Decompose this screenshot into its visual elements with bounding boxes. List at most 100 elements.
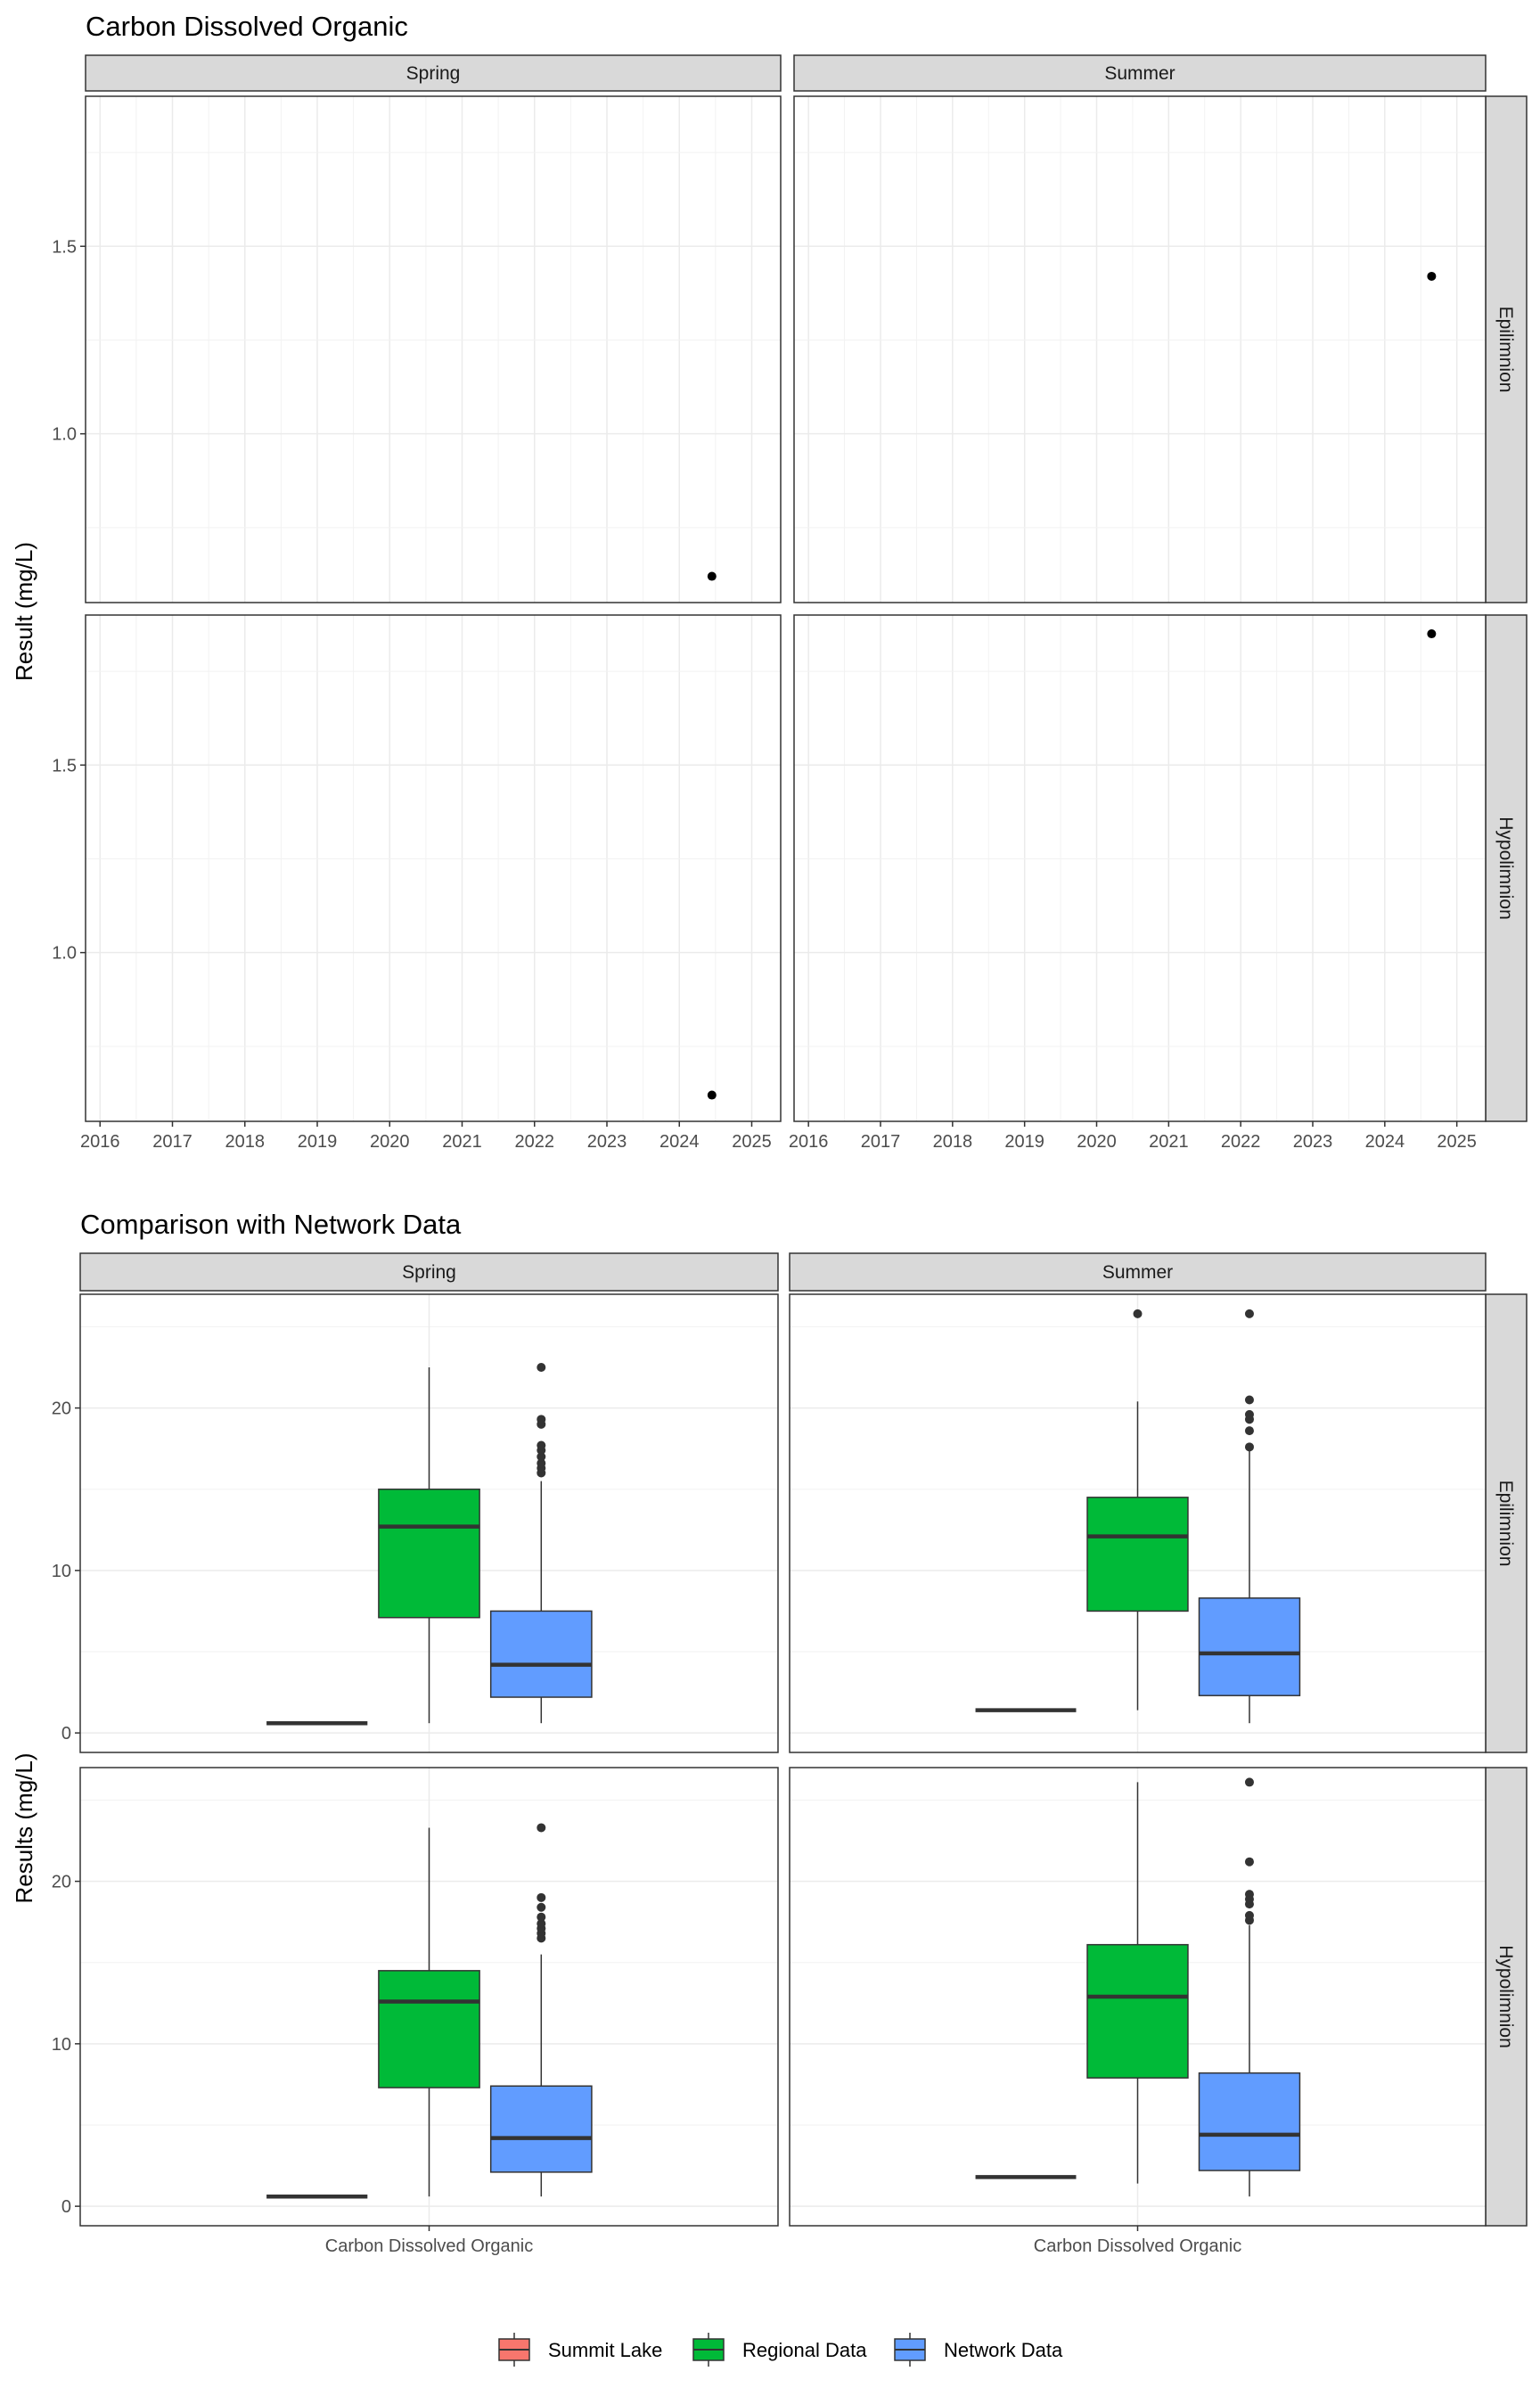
legend-label: Summit Lake bbox=[548, 2339, 662, 2361]
chart2-strip-spring bbox=[79, 1252, 779, 1292]
chart2-panel-spring-hypolimnion bbox=[79, 1767, 779, 2227]
panel-border bbox=[79, 1293, 779, 1753]
x-tick-label: 2016 bbox=[789, 1132, 829, 1152]
time-series-chart: Carbon Dissolved Organic Result (mg/L) S… bbox=[11, 11, 1528, 1152]
chart1-row-strip-label: Epilimnion bbox=[1495, 307, 1516, 393]
y-tick-label: 1.5 bbox=[52, 756, 77, 775]
y-tick-label: 0 bbox=[61, 1724, 71, 1744]
x-tick-label: 2025 bbox=[1437, 1132, 1477, 1152]
legend-label: Network Data bbox=[944, 2339, 1063, 2361]
outlier-point bbox=[537, 1458, 546, 1468]
legend-item-network-data: Network Data bbox=[894, 2333, 1063, 2367]
chart2-panel-summer-epilimnion bbox=[789, 1293, 1487, 1753]
panel-background bbox=[794, 615, 1486, 1121]
chart1-strip-label: Summer bbox=[1104, 63, 1175, 84]
panel-border bbox=[793, 95, 1487, 603]
outlier-point bbox=[1244, 1426, 1254, 1436]
data-point bbox=[707, 571, 717, 581]
data-point bbox=[707, 1090, 717, 1100]
y-tick-label: 10 bbox=[52, 2035, 71, 2055]
outlier-point bbox=[1244, 1409, 1254, 1419]
chart1-panel-spring-epilimnion bbox=[85, 95, 782, 603]
panel-border bbox=[793, 614, 1487, 1122]
boxplot-chart: Comparison with Network Data Results (mg… bbox=[11, 1209, 1528, 2367]
box-regional-data bbox=[1086, 1309, 1189, 1711]
box-network-data bbox=[489, 1363, 593, 1724]
outlier-point bbox=[1244, 1910, 1254, 1920]
x-tick-label: 2017 bbox=[861, 1132, 901, 1152]
chart1-title: Carbon Dissolved Organic bbox=[86, 11, 408, 42]
chart2-row-strip-label: Epilimnion bbox=[1495, 1481, 1516, 1567]
panel-background bbox=[86, 96, 781, 603]
x-tick-label: 2021 bbox=[1149, 1132, 1189, 1152]
outlier-point bbox=[1244, 1309, 1254, 1318]
x-tick-label: 2016 bbox=[80, 1132, 120, 1152]
chart2-row-strip-label: Hypolimnion bbox=[1495, 1945, 1516, 2048]
panel-border bbox=[85, 95, 782, 603]
panel-border bbox=[789, 1293, 1487, 1753]
box-network-data bbox=[489, 1823, 593, 2197]
chart2-strip-label: Spring bbox=[402, 1262, 456, 1283]
x-tick-label: 2025 bbox=[732, 1132, 772, 1152]
box-body bbox=[378, 1488, 480, 1619]
legend: Summit Lake Regional Data Network Data bbox=[498, 2333, 1063, 2367]
legend-label: Regional Data bbox=[742, 2339, 867, 2361]
box-regional-data bbox=[1086, 1782, 1189, 2184]
outlier-point bbox=[1244, 1395, 1254, 1405]
chart1-panel-spring-hypolimnion bbox=[85, 614, 782, 1122]
x-tick-label: 2019 bbox=[298, 1132, 338, 1152]
chart2-panel-spring-epilimnion bbox=[79, 1293, 779, 1753]
outlier-point bbox=[537, 1892, 546, 1902]
chart1-row-strip-epilimnion bbox=[1485, 95, 1528, 603]
chart2-row-strip-epilimnion bbox=[1485, 1293, 1528, 1753]
outlier-point bbox=[537, 1440, 546, 1450]
outlier-point bbox=[1244, 1890, 1254, 1900]
outlier-point bbox=[537, 1363, 546, 1373]
box-body bbox=[1086, 1497, 1189, 1612]
box-body bbox=[378, 1970, 480, 2088]
outlier-point bbox=[1244, 1442, 1254, 1452]
x-tick-label: 2019 bbox=[1004, 1132, 1044, 1152]
chart1-y-axis-label: Result (mg/L) bbox=[11, 542, 37, 681]
x-tick-label: 2022 bbox=[1221, 1132, 1261, 1152]
x-tick-label: 2020 bbox=[370, 1132, 410, 1152]
outlier-point bbox=[1133, 1309, 1143, 1318]
x-tick-label: 2023 bbox=[1293, 1132, 1333, 1152]
box-body bbox=[1086, 1943, 1189, 2079]
x-tick-label: Carbon Dissolved Organic bbox=[325, 2236, 533, 2256]
chart1-strip-spring bbox=[85, 54, 782, 92]
box-body bbox=[489, 2085, 593, 2173]
chart1-row-strip-label: Hypolimnion bbox=[1495, 816, 1516, 920]
y-tick-label: 1.0 bbox=[52, 425, 77, 445]
x-tick-label: 2018 bbox=[225, 1132, 266, 1152]
outlier-point bbox=[537, 1902, 546, 1912]
outlier-point bbox=[537, 1452, 546, 1462]
box-regional-data bbox=[378, 1827, 480, 2197]
x-tick-label: Carbon Dissolved Organic bbox=[1034, 2236, 1241, 2256]
legend-item-summit-lake: Summit Lake bbox=[498, 2333, 662, 2367]
panel-border bbox=[85, 614, 782, 1122]
panel-background bbox=[794, 96, 1486, 603]
y-tick-label: 1.0 bbox=[52, 944, 77, 964]
chart2-strip-summer bbox=[789, 1252, 1487, 1292]
outlier-point bbox=[537, 1415, 546, 1424]
chart1-row-strip-hypolimnion bbox=[1485, 614, 1528, 1122]
outlier-point bbox=[537, 1912, 546, 1922]
box-body bbox=[489, 1610, 593, 1698]
chart1-strip-label: Spring bbox=[406, 63, 461, 84]
y-tick-label: 20 bbox=[52, 1873, 71, 1892]
data-point bbox=[1427, 271, 1437, 281]
chart1-panel-summer-hypolimnion bbox=[793, 614, 1487, 1122]
box-body bbox=[1198, 2072, 1301, 2171]
x-tick-label: 2024 bbox=[1365, 1132, 1405, 1152]
box-body bbox=[1198, 1597, 1301, 1696]
outlier-point bbox=[537, 1823, 546, 1833]
chart2-row-strip-hypolimnion bbox=[1485, 1767, 1528, 2227]
x-tick-label: 2017 bbox=[152, 1132, 192, 1152]
x-tick-label: 2022 bbox=[515, 1132, 555, 1152]
outlier-point bbox=[1244, 1857, 1254, 1867]
y-tick-label: 1.5 bbox=[52, 237, 77, 257]
legend-item-regional-data: Regional Data bbox=[692, 2333, 867, 2367]
y-tick-label: 10 bbox=[52, 1562, 71, 1581]
